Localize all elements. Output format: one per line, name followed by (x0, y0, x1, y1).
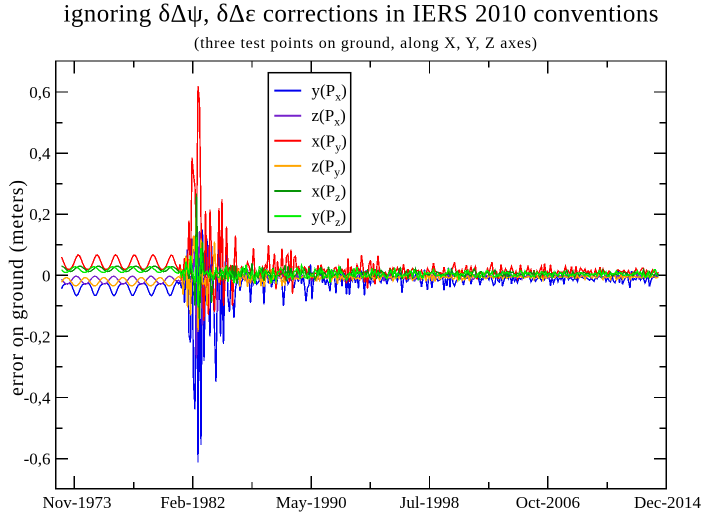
svg-text:0: 0 (42, 266, 51, 285)
svg-text:-0,4: -0,4 (24, 389, 51, 408)
svg-text:0,4: 0,4 (29, 144, 51, 163)
svg-text:Jul-1998: Jul-1998 (400, 493, 460, 512)
svg-text:May-1990: May-1990 (276, 493, 347, 512)
svg-text:Nov-1973: Nov-1973 (43, 493, 112, 512)
svg-text:Oct-2006: Oct-2006 (516, 493, 580, 512)
svg-text:0,6: 0,6 (29, 83, 50, 102)
svg-text:ignoring δΔψ, δΔε corrections: ignoring δΔψ, δΔε corrections in IERS 20… (64, 1, 659, 28)
svg-text:error on ground (meters): error on ground (meters) (6, 180, 28, 396)
svg-text:(three test points on ground,: (three test points on ground, along X, Y… (194, 35, 537, 52)
svg-text:Feb-1982: Feb-1982 (160, 493, 225, 512)
svg-text:-0,6: -0,6 (24, 450, 51, 469)
svg-text:Dec-2014: Dec-2014 (634, 493, 701, 512)
svg-text:-0,2: -0,2 (24, 327, 51, 346)
svg-text:0,2: 0,2 (29, 205, 50, 224)
